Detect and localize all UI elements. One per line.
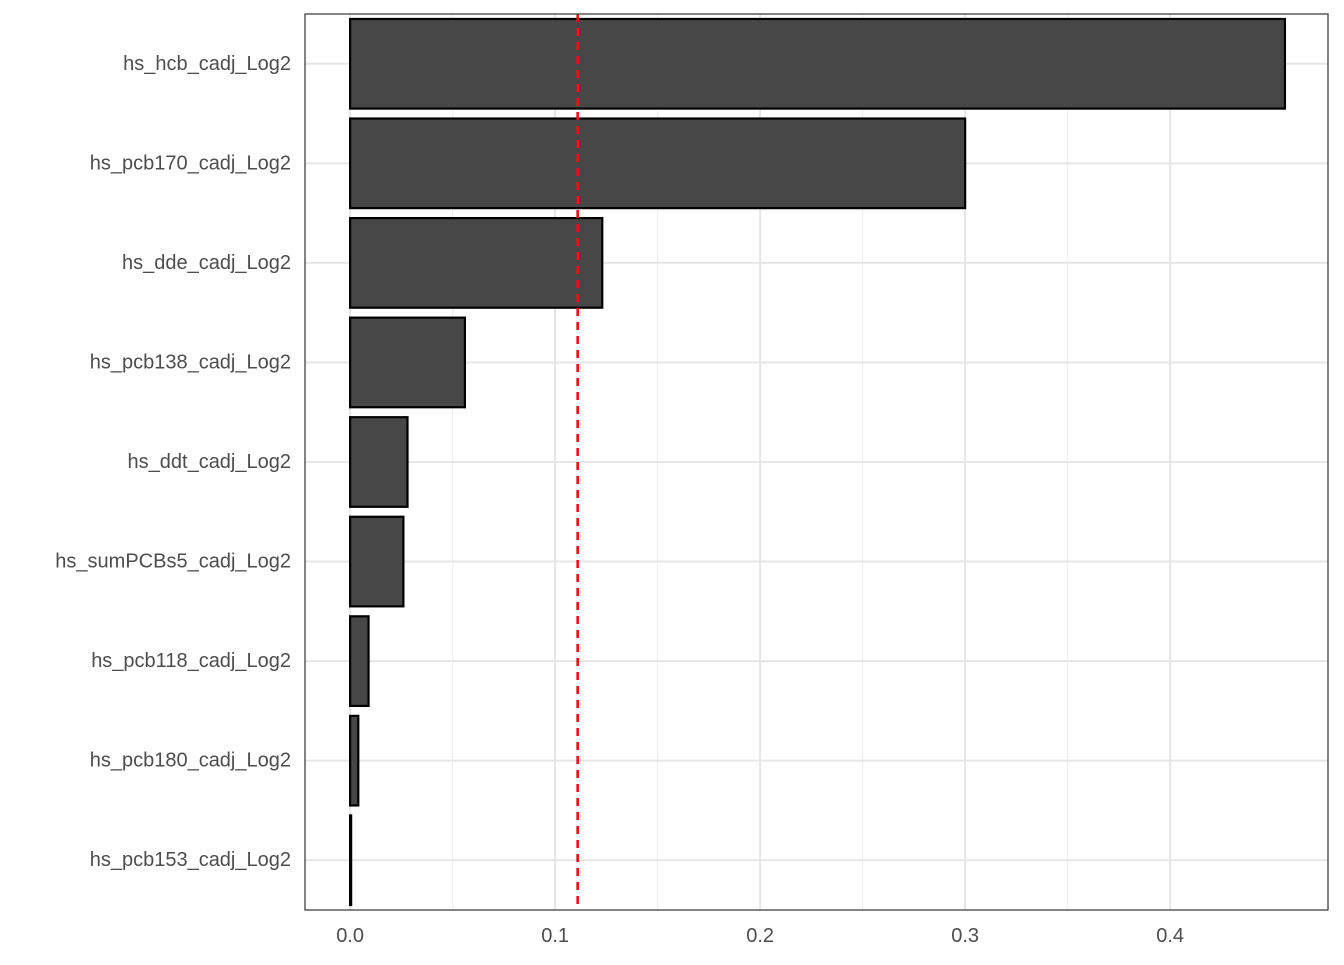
bar-hs_pcb170_cadj_Log2 (349, 117, 967, 210)
y-tick-label: hs_pcb170_cadj_Log2 (90, 152, 291, 174)
x-tick-label: 0.0 (336, 925, 364, 947)
y-tick-label: hs_pcb180_cadj_Log2 (90, 750, 291, 772)
bar-hs_dde_cadj_Log2 (349, 216, 604, 309)
bar-hs_pcb153_cadj_Log2 (349, 814, 353, 907)
x-tick-label: 0.2 (746, 925, 774, 947)
y-tick-label: hs_pcb138_cadj_Log2 (90, 351, 291, 373)
y-tick-label: hs_pcb153_cadj_Log2 (90, 849, 291, 871)
bar-hs_ddt_cadj_Log2 (349, 416, 409, 508)
x-tick-label: 0.4 (1156, 925, 1184, 947)
x-tick-label: 0.3 (951, 925, 979, 947)
panel-border (304, 13, 1329, 911)
y-tick-label: hs_hcb_cadj_Log2 (123, 53, 291, 75)
bar-hs_pcb180_cadj_Log2 (349, 714, 360, 807)
x-tick-label: 0.1 (541, 925, 569, 947)
y-axis-labels: hs_hcb_cadj_Log2 hs_pcb170_cadj_Log2 hs_dd… (55, 53, 291, 871)
y-tick-label: hs_dde_cadj_Log2 (122, 252, 291, 274)
x-axis-labels: 0.0 0.1 0.2 0.3 0.4 (336, 925, 1184, 947)
y-tick-label: hs_sumPCBs5_cadj_Log2 (55, 551, 291, 573)
bar-hs_sumPCBs5_cadj_Log2 (349, 515, 405, 608)
bar-hs_hcb_cadj_Log2 (349, 17, 1287, 110)
bar-hs_pcb118_cadj_Log2 (349, 615, 370, 708)
y-tick-label: hs_ddt_cadj_Log2 (128, 451, 291, 473)
y-tick-label: hs_pcb118_cadj_Log2 (91, 650, 291, 672)
bars (349, 17, 1287, 907)
bar-hs_pcb138_cadj_Log2 (349, 316, 467, 409)
